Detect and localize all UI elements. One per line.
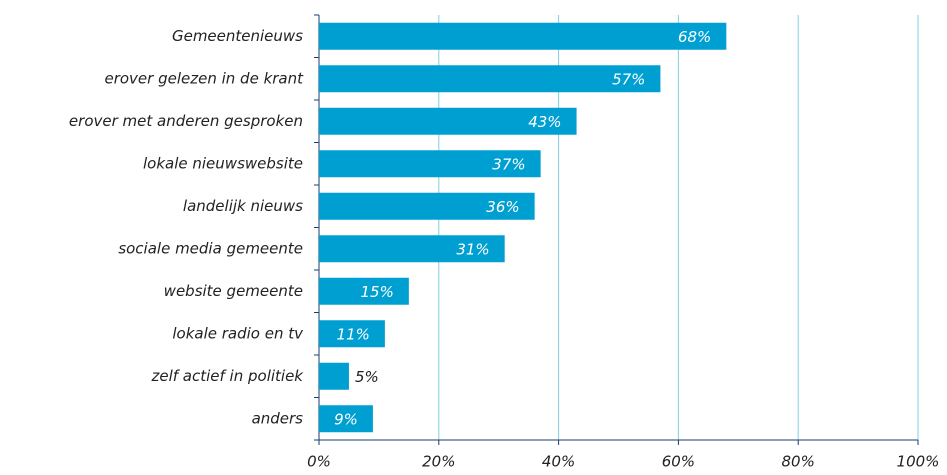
bar: [319, 150, 541, 178]
x-tick-label: 60%: [662, 453, 695, 471]
bar: [319, 22, 727, 50]
bar: [319, 362, 349, 390]
bar: [319, 320, 385, 348]
x-tick-label: 80%: [782, 453, 815, 471]
category-label: zelf actief in politiek: [150, 367, 304, 385]
value-label: 11%: [337, 325, 370, 343]
value-label: 43%: [528, 113, 561, 131]
category-label: lokale nieuwswebsite: [143, 154, 303, 172]
bar: [319, 192, 535, 220]
category-label: landelijk nieuws: [183, 197, 303, 215]
category-label: lokale radio en tv: [172, 324, 304, 342]
category-label: website gemeente: [164, 282, 303, 300]
x-tick-label: 100%: [897, 453, 940, 471]
category-label: erover gelezen in de krant: [104, 69, 304, 87]
value-label: 9%: [334, 410, 358, 428]
category-label: sociale media gemeente: [118, 239, 303, 257]
value-label: 36%: [486, 198, 519, 216]
x-tick-label: 0%: [307, 453, 331, 471]
value-label: 37%: [492, 155, 525, 173]
value-label: 5%: [355, 368, 379, 386]
bar: [319, 405, 373, 433]
x-tick-label: 20%: [422, 453, 455, 471]
value-label: 15%: [361, 283, 394, 301]
bar: [319, 277, 409, 305]
bar: [319, 235, 505, 263]
value-label: 68%: [678, 28, 711, 46]
category-label: Gemeentenieuws: [172, 27, 303, 45]
bar: [319, 65, 661, 93]
value-label: 31%: [456, 240, 489, 258]
category-label: anders: [252, 409, 304, 427]
value-label: 57%: [612, 70, 645, 88]
bar: [319, 107, 577, 135]
category-label: erover met anderen gesproken: [69, 112, 303, 130]
x-tick-label: 40%: [542, 453, 575, 471]
